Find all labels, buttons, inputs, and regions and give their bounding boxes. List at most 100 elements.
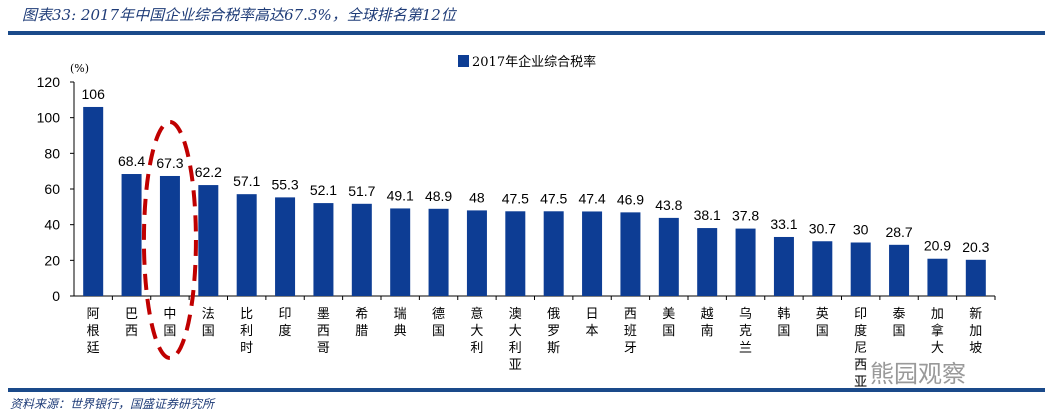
bar [812, 241, 833, 296]
legend-swatch [458, 55, 469, 67]
x-tick-label: 国 [816, 324, 829, 339]
x-tick-label: 利 [470, 341, 483, 356]
x-tick-label: 乌 [739, 306, 752, 322]
data-label: 48.9 [425, 188, 452, 204]
x-tick-label: 度 [279, 323, 292, 339]
data-label: 47.4 [578, 190, 605, 206]
data-label: 106 [82, 86, 106, 102]
x-tick-label: 哥 [317, 341, 330, 356]
bar [390, 208, 411, 296]
x-tick-label: 法 [202, 307, 215, 322]
x-tick-label: 加 [931, 307, 944, 322]
y-tick-label: 120 [37, 74, 61, 90]
bar [850, 242, 871, 296]
x-tick-label: 澳 [509, 306, 522, 322]
x-tick-label: 俄 [547, 307, 560, 322]
data-label: 49.1 [387, 187, 414, 203]
data-label: 55.3 [271, 176, 298, 192]
bar [620, 212, 641, 296]
figure-title: 图表33: 2017年中国企业综合税率高达67.3%，全球排名第12位 [22, 6, 456, 24]
x-tick-label: 典 [394, 324, 407, 339]
x-tick-label: 腊 [355, 324, 368, 339]
x-tick-label: 西 [854, 358, 867, 373]
x-tick-label: 廷 [87, 341, 100, 356]
x-tick-label: 本 [586, 324, 599, 339]
x-tick-label: 根 [87, 324, 100, 339]
bar [466, 210, 487, 296]
x-tick-label: 坡 [969, 341, 982, 356]
x-tick-label: 大 [931, 341, 944, 356]
x-tick-label: 泰 [893, 307, 906, 322]
data-label: 68.4 [118, 153, 145, 169]
x-tick-label: 国 [432, 324, 445, 339]
x-tick-label: 瑞 [394, 307, 407, 322]
x-tick-label: 日 [586, 307, 599, 322]
x-tick-label: 中 [163, 307, 176, 322]
y-axis-unit: (%) [70, 62, 89, 75]
bar [275, 197, 296, 296]
source-note: 资料来源：世界银行，国盛证券研究所 [10, 397, 215, 411]
bar [121, 174, 142, 296]
x-tick-label: 亚 [509, 358, 522, 373]
bar [927, 258, 948, 296]
bar [83, 106, 104, 296]
data-label: 46.9 [617, 191, 644, 207]
bar [582, 211, 603, 296]
x-tick-label: 尼 [854, 341, 867, 356]
x-tick-label: 德 [432, 307, 445, 322]
x-tick-label: 阿 [87, 307, 100, 322]
data-label: 43.8 [655, 197, 682, 213]
x-tick-label: 国 [662, 324, 675, 339]
bar-chart: 0 20 40 60 80 100 120 (%) 2017年企业综合税率 106 阿根廷 68.4 巴… [37, 54, 996, 390]
x-tick-label: 大 [509, 324, 522, 339]
bar [351, 203, 372, 296]
x-tick-label: 兰 [739, 341, 752, 356]
x-tick-label: 国 [163, 324, 176, 339]
data-label: 51.7 [348, 183, 375, 199]
x-tick-label: 意 [470, 306, 483, 322]
x-tick-label: 越 [701, 307, 714, 322]
x-tick-label: 亚 [854, 375, 867, 390]
x-tick-label: 加 [969, 324, 982, 339]
x-tick-label: 美 [662, 307, 675, 322]
x-tick-label: 国 [777, 324, 790, 339]
bar [313, 203, 334, 296]
x-tick-label: 时 [240, 341, 253, 356]
x-tick-label: 度 [854, 323, 867, 339]
x-tick-label: 罗 [547, 324, 560, 339]
bar [198, 185, 219, 296]
data-label: 28.7 [885, 224, 912, 240]
data-label: 38.1 [694, 207, 721, 223]
x-tick-label: 利 [509, 341, 522, 356]
data-label: 30.7 [809, 220, 836, 236]
data-label: 67.3 [156, 155, 183, 171]
x-tick-label: 南 [701, 323, 714, 339]
data-label: 30 [853, 222, 869, 238]
x-tick-label: 国 [893, 324, 906, 339]
x-tick-label: 西 [317, 324, 330, 339]
x-tick-label: 印 [854, 307, 867, 322]
x-tick-label: 牙 [624, 341, 637, 356]
y-tick-label: 40 [44, 217, 60, 233]
x-tick-label: 班 [624, 324, 637, 339]
x-tick-label: 巴 [125, 307, 138, 322]
data-label: 20.9 [924, 238, 951, 254]
data-label: 48 [469, 189, 485, 205]
bottom-rule [8, 388, 1045, 392]
x-tick-label: 克 [739, 324, 752, 339]
x-tick-label: 希 [355, 307, 368, 322]
x-tick-label: 新 [969, 306, 982, 322]
y-tick-label: 0 [52, 288, 60, 304]
y-tick-label: 20 [44, 252, 60, 268]
x-tick-label: 拿 [931, 323, 944, 339]
bar [658, 217, 679, 296]
x-tick-label: 墨 [317, 307, 330, 322]
watermark: 熊园观察 [870, 360, 966, 388]
x-tick-label: 大 [470, 324, 483, 339]
data-label: 47.5 [502, 190, 529, 206]
bar [505, 211, 526, 296]
bar [773, 236, 794, 296]
x-tick-label: 西 [125, 324, 138, 339]
x-tick-label: 国 [202, 324, 215, 339]
x-tick-label: 英 [816, 307, 829, 322]
